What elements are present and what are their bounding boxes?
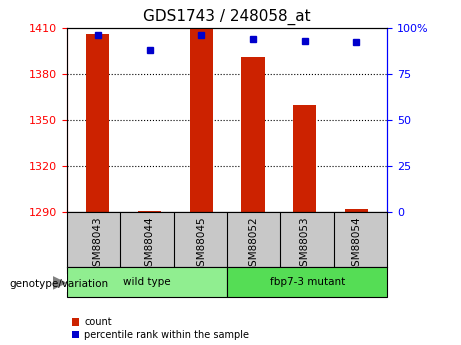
- Bar: [227, 267, 387, 297]
- Text: fbp7-3 mutant: fbp7-3 mutant: [270, 277, 345, 287]
- Legend: count, percentile rank within the sample: count, percentile rank within the sample: [72, 317, 249, 340]
- Text: GSM88045: GSM88045: [196, 217, 206, 273]
- Bar: [241, 57, 265, 212]
- Bar: [67, 267, 227, 297]
- Text: GSM88054: GSM88054: [351, 217, 361, 273]
- Bar: [345, 209, 368, 212]
- Bar: [86, 34, 109, 212]
- Text: GSM88052: GSM88052: [248, 217, 258, 273]
- Text: wild type: wild type: [123, 277, 171, 287]
- Bar: [293, 105, 316, 212]
- Text: GSM88044: GSM88044: [145, 217, 154, 273]
- Text: genotype/variation: genotype/variation: [9, 279, 108, 288]
- Polygon shape: [53, 277, 65, 289]
- Bar: [138, 211, 161, 212]
- Text: GSM88043: GSM88043: [93, 217, 103, 273]
- Title: GDS1743 / 248058_at: GDS1743 / 248058_at: [143, 9, 311, 25]
- Text: GSM88053: GSM88053: [300, 217, 309, 273]
- Bar: [189, 26, 213, 212]
